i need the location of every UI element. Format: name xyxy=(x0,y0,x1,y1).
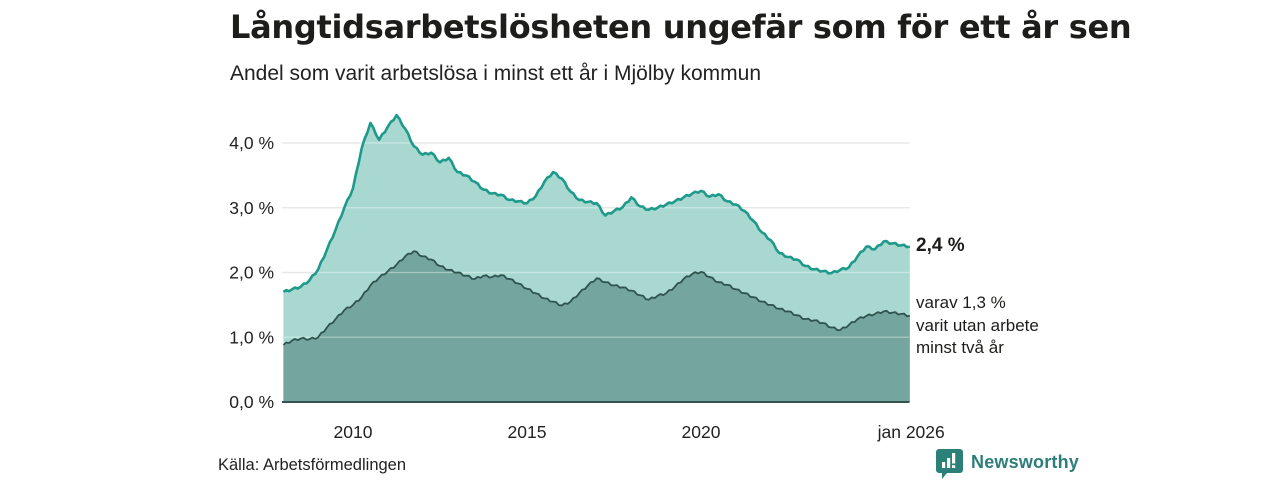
total-end-value-label: 2,4 % xyxy=(916,235,965,256)
breakdown-line-3: minst två år xyxy=(916,338,1004,357)
logo-bar-medium xyxy=(947,457,951,468)
y-tick-label: 3,0 % xyxy=(229,198,274,218)
line-total-one-year xyxy=(282,113,911,294)
x-tick-label: jan 2026 xyxy=(877,422,945,442)
newsworthy-brand: Newsworthy xyxy=(936,448,1079,480)
newsworthy-logo-icon xyxy=(936,448,963,479)
x-tick-label: 2020 xyxy=(682,422,721,442)
logo-bar-short xyxy=(942,461,946,468)
line-two-years xyxy=(282,250,910,346)
y-tick-label: 4,0 % xyxy=(229,133,274,153)
breakdown-line-2: varit utan arbete xyxy=(916,315,1039,335)
chart-subtitle: Andel som varit arbetslösa i minst ett å… xyxy=(230,62,762,85)
source-credit: Källa: Arbetsförmedlingen xyxy=(218,456,407,474)
chart-title: Långtidsarbetslösheten ungefär som för e… xyxy=(230,8,1132,46)
y-tick-label: 0,0 % xyxy=(229,392,274,412)
area-two-years xyxy=(283,251,910,402)
brand-name: Newsworthy xyxy=(971,451,1080,472)
x-tick-label: 2015 xyxy=(508,422,547,442)
logo-bar-tall xyxy=(952,452,956,463)
breakdown-annotation: varav 1,3 % varit utan arbete minst två … xyxy=(916,292,1039,360)
y-tick-label: 2,0 % xyxy=(229,263,274,283)
x-tick-label: 2010 xyxy=(334,422,373,442)
logo-exclamation-dot xyxy=(952,464,956,468)
breakdown-line-1: varav 1,3 % xyxy=(916,293,1006,312)
y-tick-label: 1,0 % xyxy=(229,327,274,347)
